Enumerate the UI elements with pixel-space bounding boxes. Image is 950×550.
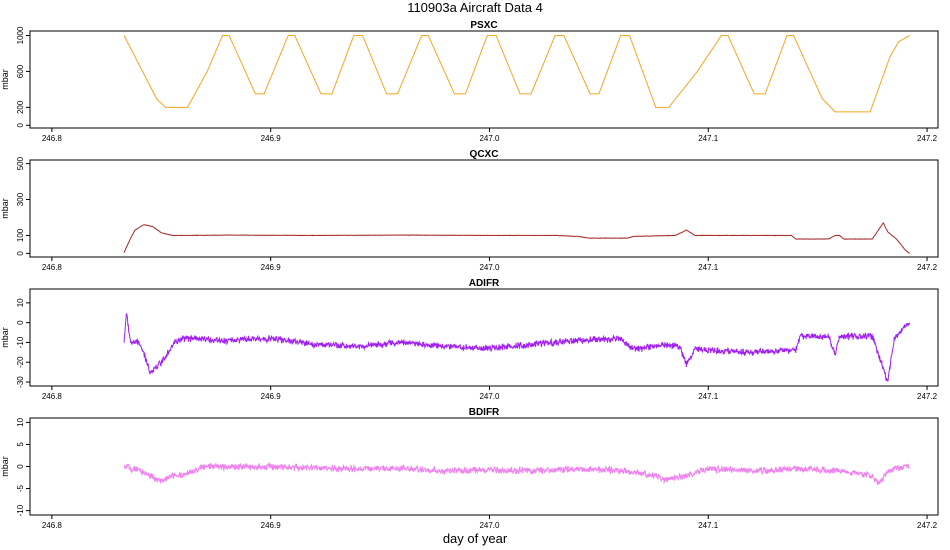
y-tick-label: 600: [16, 64, 25, 78]
series-line-adifr: [123, 312, 911, 383]
y-tick-label: 10: [16, 417, 25, 426]
y-tick-label: 100: [16, 228, 25, 242]
x-tick-label: 246.9: [261, 263, 282, 272]
y-tick-label: -20: [16, 356, 25, 368]
panel-qcxc: QCXC mbar 246.8 246.9 247.0 247.1 247.2 0 100 300…: [0, 149, 939, 272]
y-tick-label: -10: [16, 504, 25, 516]
y-tick-label: -5: [16, 484, 25, 492]
y-axis-label: mbar: [0, 198, 10, 219]
panel-title: QCXC: [470, 149, 499, 160]
y-tick-label: -10: [16, 336, 25, 348]
panel-title: ADIFR: [469, 278, 500, 289]
y-tick-label: 500: [16, 156, 25, 170]
x-tick-label: 247.0: [479, 392, 500, 401]
panel-psxc: PSXC mbar 246.8 246.9 247.0 247.1 247.2 0 200 600…: [0, 20, 939, 143]
x-tick-label: 246.8: [42, 392, 63, 401]
x-axis-label: day of year: [443, 531, 508, 546]
series-line-qcxc: [123, 221, 910, 254]
panel-title: BDIFR: [469, 407, 500, 418]
x-tick-label: 246.9: [261, 392, 282, 401]
y-axis-label: mbar: [0, 69, 10, 90]
x-tick-label: 247.1: [698, 263, 719, 272]
y-axis-label: mbar: [0, 327, 10, 348]
x-tick-label: 246.9: [261, 134, 282, 143]
x-tick-label: 247.2: [917, 521, 938, 530]
x-tick-label: 247.2: [917, 263, 938, 272]
plot-frame: [29, 30, 939, 129]
y-tick-label: -30: [16, 376, 25, 388]
chart-panels: PSXC mbar 246.8 246.9 247.0 247.1 247.2 0 200 600…: [0, 20, 939, 530]
x-tick-label: 247.1: [698, 134, 719, 143]
plot-frame: [29, 159, 939, 258]
plot-frame: [29, 288, 939, 387]
y-tick-label: 1000: [16, 26, 25, 44]
x-tick-label: 247.0: [479, 134, 500, 143]
y-tick-label: 0: [16, 251, 25, 256]
y-tick-label: 0: [16, 320, 25, 325]
y-tick-label: 0: [16, 123, 25, 128]
figure-title: 110903a Aircraft Data 4: [407, 0, 543, 15]
y-tick-label: 10: [16, 298, 25, 307]
x-tick-label: 246.8: [42, 263, 63, 272]
series-line-bdifr: [123, 461, 911, 485]
plot-frame: [29, 417, 939, 516]
x-tick-label: 246.9: [261, 521, 282, 530]
y-axis-label: mbar: [0, 456, 10, 477]
y-tick-label: 200: [16, 100, 25, 114]
x-tick-label: 247.0: [479, 263, 500, 272]
y-tick-label: 300: [16, 192, 25, 206]
y-tick-label: 0: [16, 464, 25, 469]
x-tick-label: 246.8: [42, 134, 63, 143]
x-tick-label: 247.2: [917, 134, 938, 143]
x-tick-label: 247.0: [479, 521, 500, 530]
y-tick-label: 5: [16, 442, 25, 447]
x-tick-label: 247.2: [917, 392, 938, 401]
panel-bdifr: BDIFR mbar 246.8 246.9 247.0 247.1 247.2 -10 -5 0…: [0, 407, 939, 530]
x-tick-label: 246.8: [42, 521, 63, 530]
x-tick-label: 247.1: [698, 521, 719, 530]
panel-adifr: ADIFR mbar 246.8 246.9 247.0 247.1 247.2 -30 -20…: [0, 278, 939, 401]
series-line-psxc: [123, 34, 910, 113]
x-tick-label: 247.1: [698, 392, 719, 401]
panel-title: PSXC: [470, 20, 497, 31]
